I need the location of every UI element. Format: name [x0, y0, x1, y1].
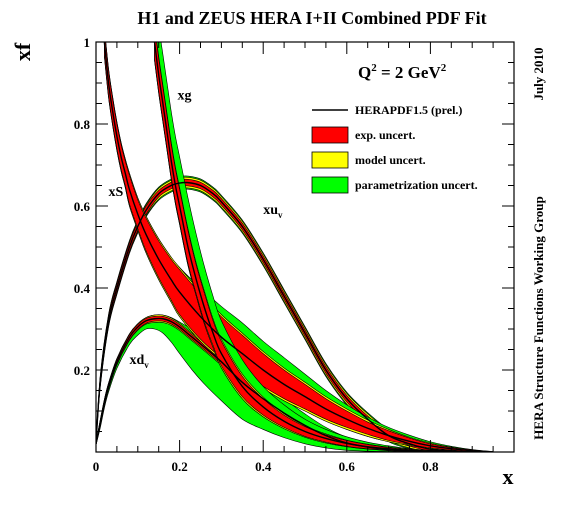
pdf-bands: [96, 42, 494, 452]
band-model-xS: [104, 42, 494, 452]
legend: HERAPDF1.5 (prel.) exp. uncert. model unce…: [311, 103, 478, 194]
band-model-xg: [154, 42, 473, 452]
x-tick-label: 0.6: [339, 459, 356, 474]
legend-label: HERAPDF1.5 (prel.): [355, 103, 462, 117]
axis-ticks: 0 0.2 0.4 0.6 0.8 0.2 0.4 0.6 0.8 1: [74, 35, 515, 474]
y-tick-label: 0.4: [74, 281, 91, 296]
curve-label-xg: xg: [178, 88, 192, 103]
legend-label: exp. uncert.: [355, 128, 415, 142]
chart-title: H1 and ZEUS HERA I+II Combined PDF Fit: [137, 8, 486, 28]
x-axis-label: x: [503, 464, 514, 489]
curve-label-xd: xdv: [129, 353, 149, 370]
curve-labels: xuv xdv xS xg: [109, 88, 283, 369]
group-label: HERA Structure Functions Working Group: [531, 196, 546, 439]
legend-swatch: [311, 126, 349, 144]
x-tick-label: 0.8: [422, 459, 439, 474]
y-axis-label: xf: [10, 42, 35, 61]
band-model-xd: [96, 314, 431, 452]
legend-swatch: [311, 176, 349, 194]
scale-label: Q2 = 2 GeV2: [358, 62, 447, 82]
y-tick-label: 1: [84, 35, 91, 50]
central-curve-xg: [153, 42, 473, 452]
legend-label: model uncert.: [355, 153, 426, 167]
x-tick-label: 0: [93, 459, 100, 474]
date-label: July 2010: [531, 47, 546, 100]
y-tick-label: 0.8: [74, 117, 91, 132]
y-tick-label: 0.2: [74, 363, 90, 378]
legend-swatch: [311, 151, 349, 169]
curve-label-xu: xuv: [263, 203, 283, 220]
y-tick-label: 0.6: [74, 199, 91, 214]
x-tick-label: 0.4: [255, 459, 272, 474]
band-exp-xg: [154, 42, 473, 452]
x-tick-label: 0.2: [171, 459, 187, 474]
curve-label-xS: xS: [109, 185, 124, 200]
legend-label: parametrization uncert.: [355, 178, 478, 192]
central-curve-xS: [103, 42, 494, 452]
